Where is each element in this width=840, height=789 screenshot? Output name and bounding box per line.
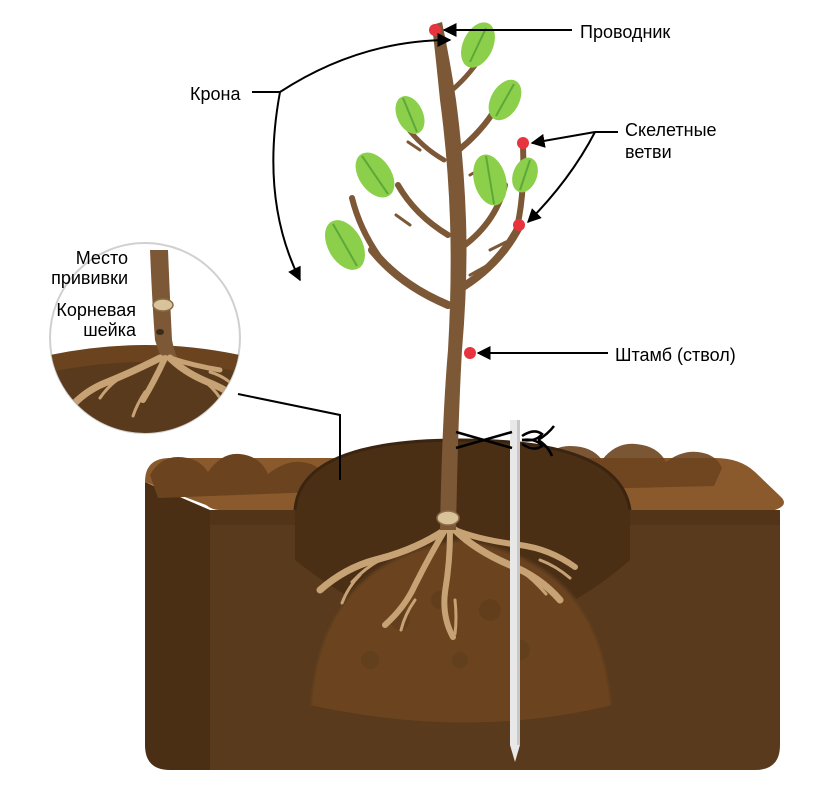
diagram-svg <box>0 0 840 789</box>
label-skeletal-l2: ветви <box>625 142 672 163</box>
stake <box>510 420 520 762</box>
label-skeletal-l1: Скелетные <box>625 120 717 141</box>
label-collar-l1: Корневая <box>50 300 136 321</box>
label-collar-l2: шейка <box>76 320 136 341</box>
label-trunk: Штамб (ствол) <box>615 345 736 366</box>
label-crown: Крона <box>190 84 240 105</box>
diagram-canvas: Проводник Крона Скелетные ветви Место пр… <box>0 0 840 789</box>
label-leader: Проводник <box>580 22 670 43</box>
soil-block <box>145 440 784 770</box>
label-graft-l1: Место <box>60 248 128 269</box>
label-graft-l2: прививки <box>48 268 128 289</box>
